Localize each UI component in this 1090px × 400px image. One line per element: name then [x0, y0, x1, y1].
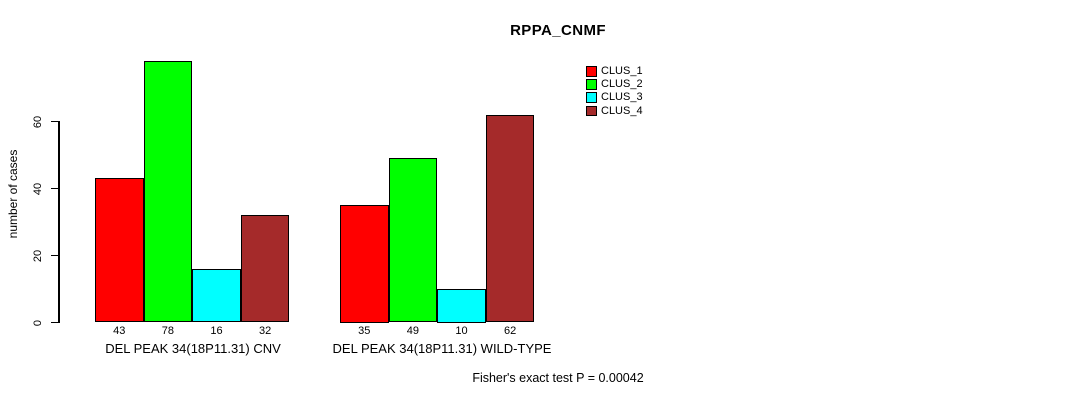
y-tick-label: 60 — [32, 115, 44, 128]
bar-value-label: 16 — [210, 325, 223, 337]
y-tick-mark — [51, 187, 60, 190]
bar-clus_3-group1 — [192, 268, 241, 323]
y-tick-label: 20 — [32, 249, 44, 262]
bar-clus_1-group1 — [95, 178, 144, 323]
y-tick-mark — [51, 120, 60, 123]
bar-clus_1-group2 — [340, 205, 389, 323]
legend-label-clus_3: CLUS_3 — [601, 91, 643, 104]
bar-value-label: 49 — [406, 325, 420, 337]
y-axis-line — [58, 120, 60, 324]
bar-value-label: 35 — [358, 325, 371, 337]
bar-clus_3-group2 — [437, 289, 486, 323]
legend-swatch-clus_2 — [586, 79, 597, 90]
legend-swatch-clus_1 — [586, 66, 597, 77]
y-axis-label: number of cases — [6, 149, 20, 239]
group-label: DEL PEAK 34(18P11.31) CNV — [105, 341, 281, 356]
legend-label-clus_1: CLUS_1 — [601, 65, 643, 77]
y-tick-mark — [51, 254, 60, 257]
bar-clus_4-group2 — [485, 114, 535, 323]
y-tick-mark — [51, 321, 60, 324]
bar-value-label: 32 — [258, 325, 272, 337]
bar-clus_4-group1 — [240, 215, 290, 323]
bar-value-label: 62 — [503, 325, 517, 337]
bar-clus_2-group2 — [388, 158, 438, 323]
fisher-test-annotation: Fisher's exact test P = 0.00042 — [472, 371, 644, 385]
legend-swatch-clus_3 — [586, 92, 597, 103]
bar-value-label: 43 — [113, 325, 126, 337]
bar-value-label: 10 — [455, 325, 468, 337]
group-label: DEL PEAK 34(18P11.31) WILD-TYPE — [332, 341, 552, 356]
chart-title: RPPA_CNMF — [510, 22, 606, 39]
legend-swatch-clus_4 — [586, 105, 597, 117]
bar-value-label: 78 — [161, 325, 175, 337]
y-tick-label: 0 — [32, 319, 44, 326]
legend-label-clus_4: CLUS_4 — [601, 104, 643, 117]
y-tick-label: 40 — [32, 182, 44, 195]
bar-clus_2-group1 — [143, 61, 193, 323]
legend-label-clus_2: CLUS_2 — [601, 78, 643, 91]
